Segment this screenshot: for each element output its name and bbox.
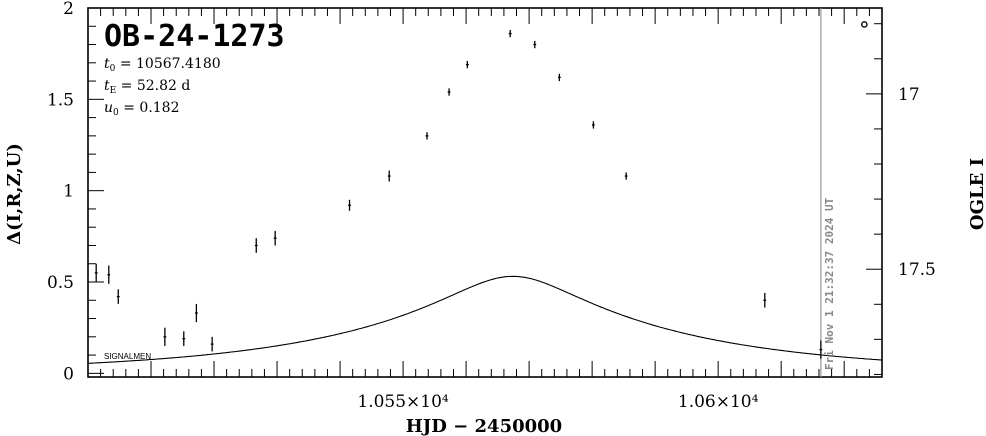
x-axis-label: HJD − 2450000 bbox=[406, 416, 562, 436]
y-tick-label: 0 bbox=[63, 364, 74, 384]
model-curve bbox=[88, 275, 883, 364]
y-axis-label-right: OGLE I bbox=[967, 158, 986, 230]
x-tick-label: 1.055×10⁴ bbox=[357, 392, 449, 412]
timestamp-label: Fri Nov 1 21:32:37 2024 UT bbox=[823, 197, 836, 370]
data-points bbox=[94, 21, 868, 359]
axis-ticks bbox=[87, 7, 883, 377]
param-t0-value: 10567.4180 bbox=[136, 56, 221, 72]
param-u0-value: 0.182 bbox=[139, 100, 179, 116]
plot-frame bbox=[87, 7, 883, 378]
signalmen-label: SIGNALMEN bbox=[104, 352, 151, 361]
param-te: tE = 52.82 d bbox=[104, 78, 190, 96]
x-tick-label: 1.06×10⁴ bbox=[678, 392, 759, 412]
param-t0: t0 = 10567.4180 bbox=[104, 56, 221, 74]
y-axis-label-left: Δ(I,R,Z,U) bbox=[4, 143, 25, 245]
param-u0: u0 = 0.182 bbox=[104, 100, 180, 118]
y-tick-label: 2 bbox=[63, 0, 74, 19]
y-tick-label: 1 bbox=[63, 182, 74, 202]
y-tick-label: 0.5 bbox=[47, 273, 74, 293]
y-tick-label: 1.5 bbox=[47, 90, 74, 110]
chart-title: OB-24-1273 bbox=[104, 19, 285, 54]
param-te-unit: d bbox=[181, 78, 190, 94]
tick-labels: 1.055×10⁴ 1.06×10⁴ 0 0.5 1 1.5 2 17 17.5 bbox=[47, 0, 936, 412]
param-te-value: 52.82 bbox=[137, 78, 177, 94]
right-tick-label: 17 bbox=[898, 85, 920, 105]
right-tick-label: 17.5 bbox=[898, 260, 936, 280]
y-axis-label-right-text: OGLE I bbox=[967, 158, 986, 230]
data-point-ogle-latest bbox=[861, 21, 868, 28]
